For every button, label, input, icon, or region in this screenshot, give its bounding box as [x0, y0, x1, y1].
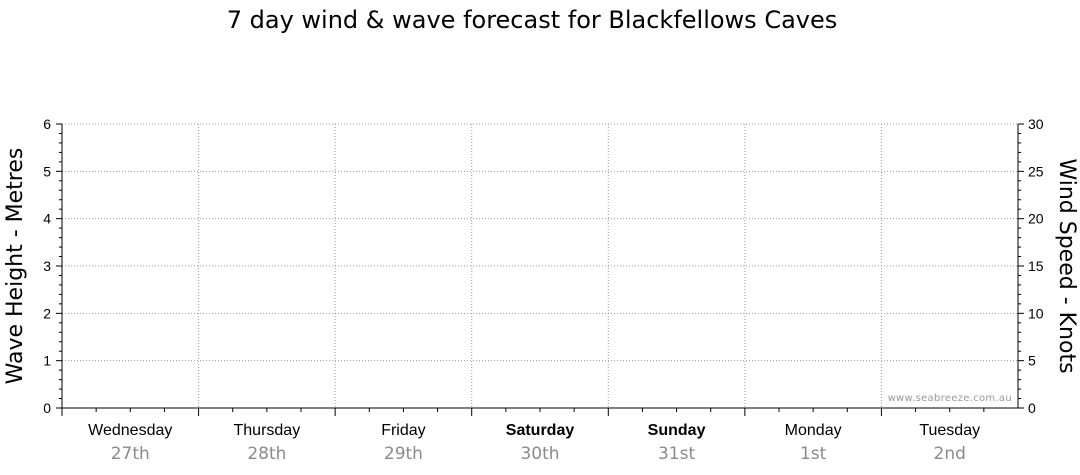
right-tick-label: 5	[1028, 353, 1036, 369]
watermark: www.seabreeze.com.au	[888, 393, 1012, 404]
day-label: Tuesday	[919, 422, 980, 439]
left-tick-label: 5	[43, 163, 51, 179]
date-label: 2nd	[934, 444, 966, 464]
plot-area: 0 1 2 3 4 5 6 0 5 10 15 20 25 30 Wednesday 27th Thursday…	[43, 116, 1044, 464]
right-tick-label: 20	[1028, 211, 1044, 227]
date-label: 28th	[247, 444, 286, 464]
right-tick-label: 10	[1028, 305, 1044, 321]
day-label: Saturday	[506, 422, 575, 439]
date-label: 31st	[658, 444, 695, 464]
day-label: Sunday	[648, 422, 706, 439]
day-label: Monday	[785, 422, 842, 439]
left-axis-label: Wave Height - Metres	[3, 148, 28, 385]
date-label: 1st	[800, 444, 827, 464]
left-tick-label: 3	[43, 258, 51, 274]
right-axis-label: Wind Speed - Knots	[1054, 158, 1079, 373]
right-tick-label: 30	[1028, 116, 1044, 132]
date-label: 27th	[111, 444, 150, 464]
right-tick-label: 0	[1028, 400, 1036, 416]
left-tick-label: 2	[43, 305, 51, 321]
day-label: Friday	[381, 422, 425, 439]
date-label: 30th	[520, 444, 559, 464]
left-tick-label: 4	[43, 211, 51, 227]
right-tick-label: 25	[1028, 163, 1044, 179]
left-tick-label: 0	[43, 400, 51, 416]
day-label: Wednesday	[88, 422, 172, 439]
left-tick-label: 1	[43, 353, 51, 369]
left-tick-label: 6	[43, 116, 51, 132]
right-tick-label: 15	[1028, 258, 1044, 274]
day-label: Thursday	[234, 422, 301, 439]
date-label: 29th	[384, 444, 423, 464]
chart-title: 7 day wind & wave forecast for Blackfell…	[227, 6, 838, 34]
